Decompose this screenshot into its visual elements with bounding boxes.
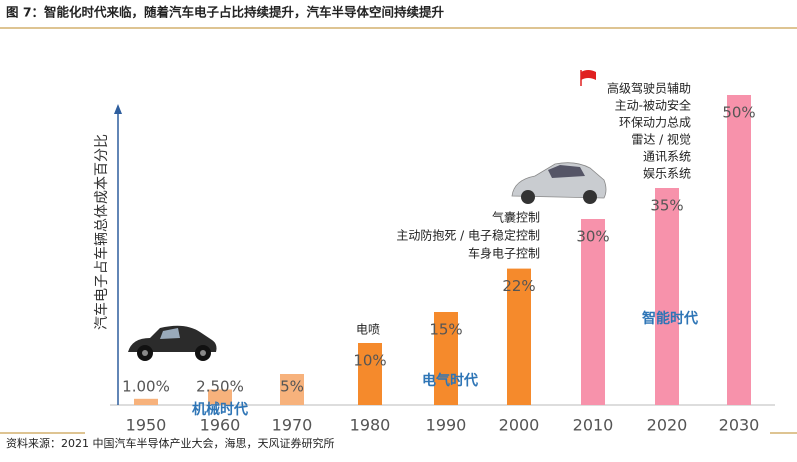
feature-label: 娱乐系统 bbox=[643, 167, 691, 181]
x-tick-label: 1970 bbox=[272, 416, 313, 435]
bar bbox=[434, 312, 458, 405]
bar bbox=[208, 389, 232, 405]
feature-label: 气囊控制 bbox=[492, 210, 540, 225]
x-tick-label: 2030 bbox=[719, 416, 760, 435]
value-label: 15% bbox=[429, 321, 462, 339]
bar bbox=[134, 398, 158, 405]
vintage-car-icon bbox=[128, 325, 217, 361]
feature-label: 雷达 / 视觉 bbox=[631, 132, 691, 147]
value-label: 50% bbox=[722, 104, 755, 122]
feature-label: 主动-被动安全 bbox=[615, 98, 691, 113]
bar bbox=[358, 343, 382, 405]
bar bbox=[727, 95, 751, 405]
x-tick-label: 2000 bbox=[499, 416, 540, 435]
x-tick-label: 2020 bbox=[647, 416, 688, 435]
era-label: 电气时代 bbox=[422, 372, 478, 389]
feature-label: 高级驾驶员辅助 bbox=[607, 81, 691, 96]
feature-label: 通讯系统 bbox=[643, 150, 691, 164]
chart-title: 图 7：智能化时代来临，随着汽车电子占比持续提升，汽车半导体空间持续提升 bbox=[6, 5, 445, 20]
x-tick-label: 1980 bbox=[350, 416, 391, 435]
value-label: 1.00% bbox=[122, 378, 170, 396]
feature-label: 电喷 bbox=[356, 323, 380, 337]
feature-label: 环保动力总成 bbox=[619, 116, 691, 130]
era-label: 智能时代 bbox=[641, 310, 698, 327]
bar bbox=[507, 268, 531, 405]
value-label: 5% bbox=[280, 378, 304, 396]
arrow-head bbox=[114, 104, 122, 114]
era-label: 机械时代 bbox=[192, 401, 248, 418]
x-tick-label: 1960 bbox=[200, 416, 241, 435]
bar bbox=[280, 374, 304, 405]
source: 资料来源：2021 中国汽车半导体产业大会，海思，天风证券研究所 bbox=[6, 436, 335, 450]
modern-car-icon bbox=[511, 162, 607, 204]
feature-label: 主动防抱死 / 电子稳定控制 bbox=[396, 228, 540, 243]
x-tick-label: 1990 bbox=[426, 416, 467, 435]
y-axis-label: 汽车电子占车辆总体成本百分比 bbox=[93, 134, 110, 330]
value-label: 22% bbox=[502, 277, 535, 295]
x-tick-label: 2010 bbox=[573, 416, 614, 435]
bar bbox=[655, 188, 679, 405]
value-label: 10% bbox=[353, 352, 386, 370]
x-tick-label: 1950 bbox=[126, 416, 167, 435]
feature-label: 车身电子控制 bbox=[468, 246, 540, 261]
flag-icon bbox=[580, 70, 596, 86]
value-label: 30% bbox=[576, 228, 609, 246]
value-label: 2.50% bbox=[196, 378, 244, 396]
bar bbox=[581, 219, 605, 405]
value-label: 35% bbox=[650, 197, 683, 215]
